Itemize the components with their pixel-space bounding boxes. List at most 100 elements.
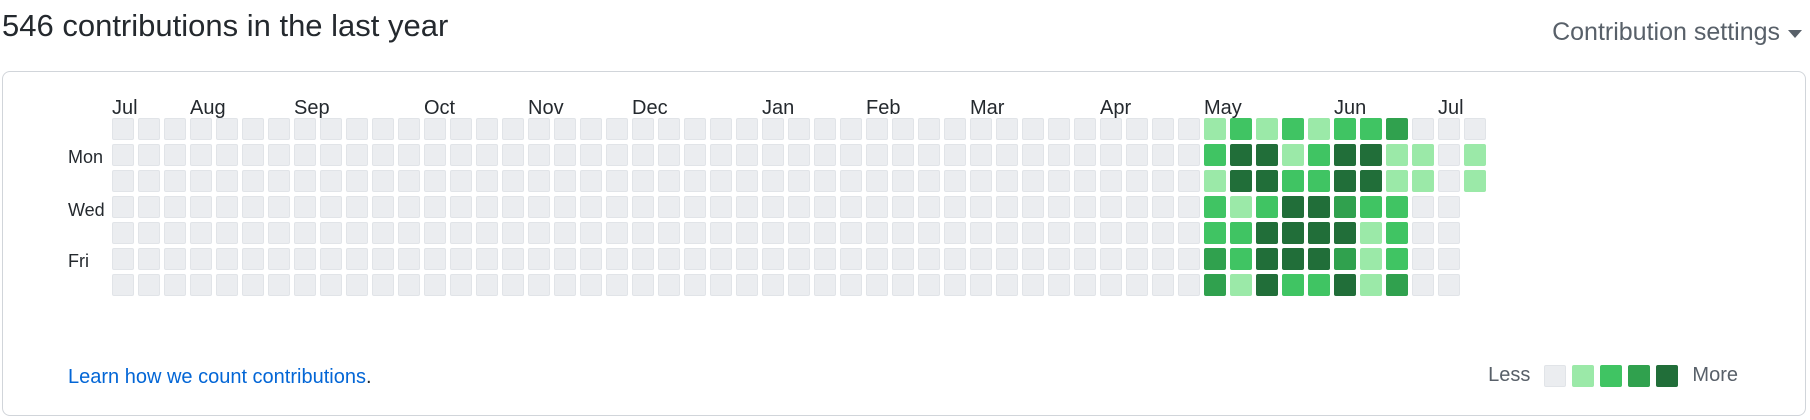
contribution-day-cell[interactable] xyxy=(1022,144,1044,166)
contribution-day-cell[interactable] xyxy=(762,222,784,244)
contribution-day-cell[interactable] xyxy=(1386,144,1408,166)
contribution-day-cell[interactable] xyxy=(1048,274,1070,296)
contribution-day-cell[interactable] xyxy=(632,144,654,166)
contribution-day-cell[interactable] xyxy=(528,248,550,270)
contribution-day-cell[interactable] xyxy=(1178,170,1200,192)
contribution-day-cell[interactable] xyxy=(1074,170,1096,192)
contribution-day-cell[interactable] xyxy=(242,118,264,140)
contribution-day-cell[interactable] xyxy=(398,248,420,270)
contribution-day-cell[interactable] xyxy=(476,144,498,166)
contribution-day-cell[interactable] xyxy=(1100,248,1122,270)
contribution-day-cell[interactable] xyxy=(1204,144,1226,166)
contribution-day-cell[interactable] xyxy=(840,170,862,192)
contribution-day-cell[interactable] xyxy=(1308,170,1330,192)
contribution-day-cell[interactable] xyxy=(970,118,992,140)
contribution-day-cell[interactable] xyxy=(346,144,368,166)
contribution-day-cell[interactable] xyxy=(138,144,160,166)
contribution-day-cell[interactable] xyxy=(1464,118,1486,140)
contribution-day-cell[interactable] xyxy=(1100,144,1122,166)
contribution-day-cell[interactable] xyxy=(1152,170,1174,192)
contribution-day-cell[interactable] xyxy=(1230,248,1252,270)
contribution-day-cell[interactable] xyxy=(866,274,888,296)
contribution-day-cell[interactable] xyxy=(1126,248,1148,270)
contribution-day-cell[interactable] xyxy=(580,170,602,192)
contribution-day-cell[interactable] xyxy=(892,222,914,244)
contribution-day-cell[interactable] xyxy=(1048,118,1070,140)
contribution-day-cell[interactable] xyxy=(762,196,784,218)
contribution-day-cell[interactable] xyxy=(112,222,134,244)
contribution-settings-dropdown[interactable]: Contribution settings xyxy=(1552,18,1802,47)
contribution-day-cell[interactable] xyxy=(346,222,368,244)
contribution-day-cell[interactable] xyxy=(632,274,654,296)
contribution-day-cell[interactable] xyxy=(788,170,810,192)
contribution-day-cell[interactable] xyxy=(866,248,888,270)
contribution-day-cell[interactable] xyxy=(658,248,680,270)
contribution-day-cell[interactable] xyxy=(632,118,654,140)
contribution-day-cell[interactable] xyxy=(398,118,420,140)
contribution-day-cell[interactable] xyxy=(242,170,264,192)
contribution-day-cell[interactable] xyxy=(918,222,940,244)
contribution-day-cell[interactable] xyxy=(1334,274,1356,296)
contribution-day-cell[interactable] xyxy=(164,144,186,166)
contribution-day-cell[interactable] xyxy=(528,222,550,244)
contribution-day-cell[interactable] xyxy=(216,196,238,218)
contribution-day-cell[interactable] xyxy=(528,170,550,192)
contribution-day-cell[interactable] xyxy=(866,196,888,218)
contribution-day-cell[interactable] xyxy=(840,222,862,244)
contribution-day-cell[interactable] xyxy=(1256,118,1278,140)
contribution-day-cell[interactable] xyxy=(1412,248,1434,270)
contribution-day-cell[interactable] xyxy=(840,274,862,296)
contribution-day-cell[interactable] xyxy=(1308,222,1330,244)
contribution-day-cell[interactable] xyxy=(320,170,342,192)
contribution-day-cell[interactable] xyxy=(1230,118,1252,140)
contribution-day-cell[interactable] xyxy=(1074,196,1096,218)
contribution-day-cell[interactable] xyxy=(1308,248,1330,270)
contribution-day-cell[interactable] xyxy=(1282,196,1304,218)
contribution-day-cell[interactable] xyxy=(788,274,810,296)
contribution-day-cell[interactable] xyxy=(138,248,160,270)
contribution-day-cell[interactable] xyxy=(190,196,212,218)
contribution-day-cell[interactable] xyxy=(970,274,992,296)
contribution-day-cell[interactable] xyxy=(190,222,212,244)
contribution-day-cell[interactable] xyxy=(684,144,706,166)
contribution-day-cell[interactable] xyxy=(814,196,836,218)
contribution-day-cell[interactable] xyxy=(970,144,992,166)
contribution-day-cell[interactable] xyxy=(268,248,290,270)
contribution-day-cell[interactable] xyxy=(580,144,602,166)
contribution-day-cell[interactable] xyxy=(1256,196,1278,218)
contribution-day-cell[interactable] xyxy=(788,144,810,166)
contribution-day-cell[interactable] xyxy=(138,274,160,296)
contribution-day-cell[interactable] xyxy=(138,196,160,218)
contribution-day-cell[interactable] xyxy=(554,170,576,192)
contribution-day-cell[interactable] xyxy=(138,170,160,192)
contribution-day-cell[interactable] xyxy=(632,196,654,218)
contribution-day-cell[interactable] xyxy=(1022,274,1044,296)
contribution-day-cell[interactable] xyxy=(1412,222,1434,244)
contribution-day-cell[interactable] xyxy=(1438,248,1460,270)
contribution-day-cell[interactable] xyxy=(580,118,602,140)
contribution-day-cell[interactable] xyxy=(476,222,498,244)
contribution-day-cell[interactable] xyxy=(606,170,628,192)
contribution-day-cell[interactable] xyxy=(554,144,576,166)
contribution-day-cell[interactable] xyxy=(554,222,576,244)
contribution-day-cell[interactable] xyxy=(736,248,758,270)
learn-how-we-count-link[interactable]: Learn how we count contributions xyxy=(68,366,366,388)
contribution-day-cell[interactable] xyxy=(840,248,862,270)
contribution-day-cell[interactable] xyxy=(424,144,446,166)
contribution-day-cell[interactable] xyxy=(996,196,1018,218)
contribution-day-cell[interactable] xyxy=(372,144,394,166)
contribution-day-cell[interactable] xyxy=(372,196,394,218)
contribution-day-cell[interactable] xyxy=(1204,274,1226,296)
contribution-day-cell[interactable] xyxy=(1074,144,1096,166)
contribution-day-cell[interactable] xyxy=(398,196,420,218)
contribution-day-cell[interactable] xyxy=(424,196,446,218)
contribution-day-cell[interactable] xyxy=(216,118,238,140)
contribution-day-cell[interactable] xyxy=(814,274,836,296)
contribution-day-cell[interactable] xyxy=(320,118,342,140)
contribution-day-cell[interactable] xyxy=(1022,222,1044,244)
contribution-day-cell[interactable] xyxy=(502,196,524,218)
contribution-day-cell[interactable] xyxy=(242,222,264,244)
contribution-day-cell[interactable] xyxy=(424,248,446,270)
contribution-day-cell[interactable] xyxy=(658,196,680,218)
contribution-day-cell[interactable] xyxy=(1386,196,1408,218)
